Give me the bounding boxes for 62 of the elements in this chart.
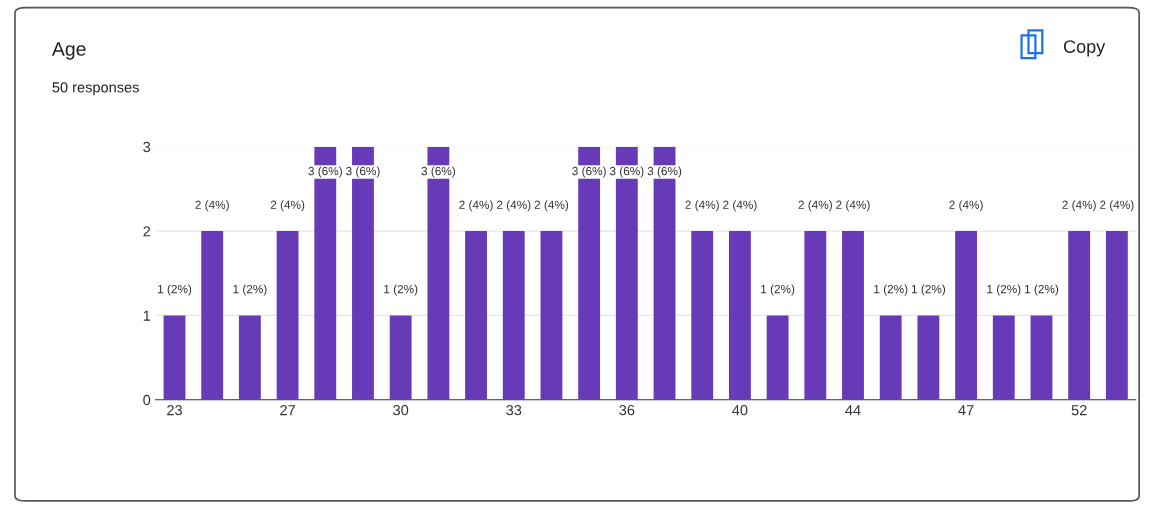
y-tick-label: 0 — [143, 394, 151, 406]
bar — [804, 231, 827, 400]
y-tick-label: 2 — [143, 226, 151, 237]
x-tick-label: 27 — [280, 404, 295, 416]
data-label: 1 (2%) — [874, 284, 908, 296]
data-label: 1 (2%) — [384, 284, 418, 296]
data-label: 1 (2%) — [233, 284, 267, 296]
data-label: 3 (6%) — [609, 166, 644, 178]
bar — [276, 231, 299, 400]
bar — [917, 315, 940, 400]
bar — [540, 231, 563, 400]
data-label: 2 (4%) — [949, 200, 983, 212]
data-label: 2 (4%) — [195, 200, 229, 212]
bar — [1030, 315, 1053, 400]
bar — [992, 315, 1015, 400]
data-label: 2 (4%) — [1062, 200, 1096, 212]
text: Copy — [1063, 40, 1106, 57]
chart-subtitle: 50 responses — [52, 82, 139, 96]
x-tick-label: 52 — [1071, 404, 1087, 416]
data-label: 3 (6%) — [572, 166, 606, 178]
bar — [728, 231, 751, 400]
x-tick-label: 44 — [845, 405, 861, 416]
data-label: 2 (4%) — [685, 200, 719, 212]
data-label: 1 (2%) — [761, 284, 795, 296]
y-tick-label: 1 — [143, 310, 151, 321]
bar — [465, 231, 487, 400]
x-tick-label: 47 — [958, 405, 974, 416]
bar — [1068, 231, 1091, 400]
x-tick-label: 30 — [393, 404, 409, 416]
y-tick-label: 3 — [143, 141, 151, 153]
data-label: 2 (4%) — [496, 200, 531, 212]
bar — [201, 231, 224, 400]
bar — [502, 231, 525, 400]
bar — [1105, 231, 1128, 400]
bar — [879, 315, 902, 400]
data-label: 3 (6%) — [346, 166, 380, 178]
data-label: 3 (6%) — [308, 166, 342, 178]
bar — [691, 231, 714, 400]
data-label: 1 (2%) — [158, 284, 192, 296]
chart-title: Age — [51, 42, 86, 60]
data-label: 2 (4%) — [723, 200, 757, 212]
data-label: 3 (6%) — [647, 166, 682, 178]
data-label: 1 (2%) — [1024, 284, 1059, 296]
data-label: 3 (6%) — [421, 166, 456, 178]
bar — [766, 315, 789, 400]
data-label: 1 (2%) — [987, 284, 1021, 296]
bar — [389, 315, 412, 400]
data-label: 2 (4%) — [1100, 200, 1134, 212]
x-tick-label: 40 — [732, 404, 748, 416]
bar — [238, 315, 261, 400]
data-label: 2 (4%) — [459, 200, 493, 212]
data-label: 2 (4%) — [270, 200, 305, 212]
x-tick-label: 23 — [167, 404, 182, 416]
data-label: 2 (4%) — [836, 200, 870, 212]
bar — [955, 231, 978, 400]
bar — [163, 315, 186, 400]
x-tick-label: 33 — [506, 404, 522, 416]
x-tick-label: 36 — [619, 404, 635, 416]
data-label: 2 (4%) — [534, 200, 569, 212]
data-label: 1 (2%) — [911, 284, 946, 296]
bar — [842, 231, 864, 400]
data-label: 2 (4%) — [798, 200, 832, 212]
